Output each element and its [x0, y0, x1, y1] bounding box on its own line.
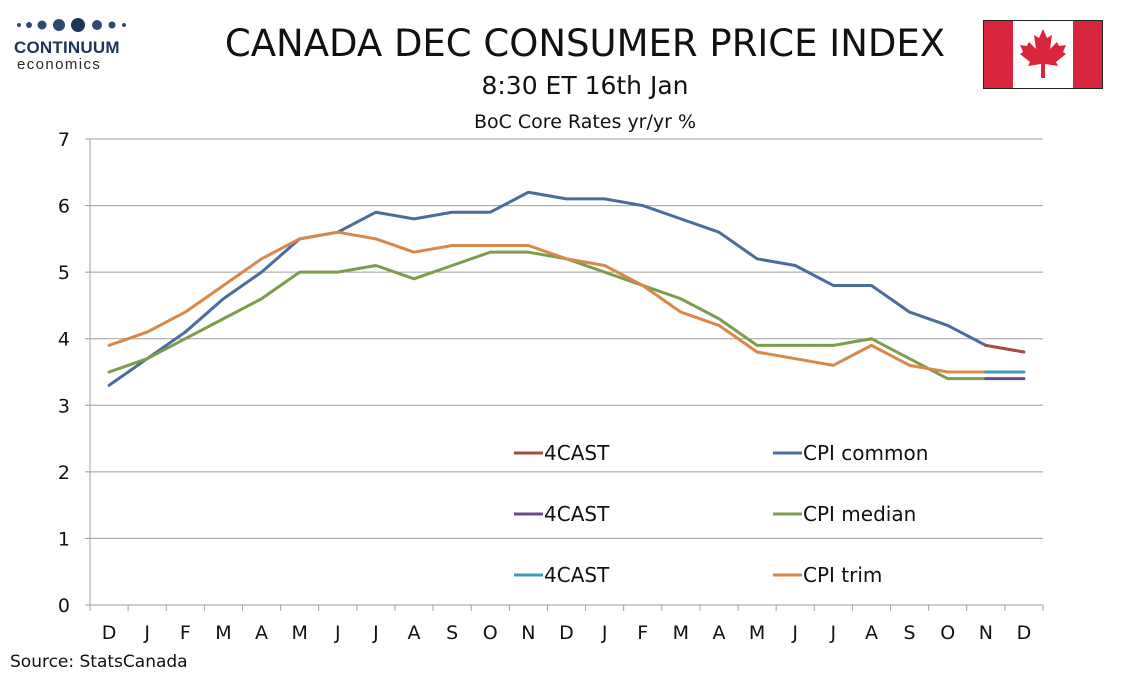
y-tick-label: 0	[58, 595, 70, 617]
logo-subtext: economics	[17, 56, 102, 73]
x-tick-label: A	[712, 622, 725, 644]
release-time: 8:30 ET 16th Jan	[481, 71, 689, 100]
source-note: Source: StatsCanada	[10, 652, 188, 672]
series-line-cpi-common-cpi-common	[107, 190, 988, 387]
x-tick-label: A	[865, 622, 878, 644]
x-tick-label: M	[215, 622, 231, 644]
legend-label: CPI common	[803, 441, 928, 465]
y-axis-tick-labels: 0 1 2 3 4 5 6 7	[58, 129, 70, 617]
series-line-cpi-median-cpi-median	[107, 250, 988, 381]
legend-label: 4CAST	[544, 502, 610, 526]
series-lines	[107, 190, 1026, 387]
x-tick-label: J	[601, 622, 608, 644]
x-tick-label: J	[830, 622, 837, 644]
legend-label: CPI median	[803, 502, 916, 526]
x-tick-label: J	[334, 622, 341, 644]
logo-wordmark: CONTINUUM	[14, 38, 120, 57]
y-tick-label: 5	[58, 262, 70, 284]
legend-label: 4CAST	[544, 441, 610, 465]
legend-label: 4CAST	[544, 563, 610, 587]
x-tick-label: D	[1017, 622, 1032, 644]
x-tick-label: A	[408, 622, 421, 644]
y-tick-label: 2	[58, 462, 70, 484]
logo-dots-icon	[17, 18, 126, 32]
continuum-logo: CONTINUUM economics	[10, 14, 135, 74]
y-tick-label: 1	[58, 528, 70, 550]
chart-title: BoC Core Rates yr/yr %	[473, 111, 697, 133]
y-tick-label: 4	[58, 329, 70, 351]
y-tick-label: 7	[58, 129, 70, 151]
legend-label: CPI trim	[803, 563, 882, 587]
x-tick-label: N	[979, 622, 993, 644]
page-title: CANADA DEC CONSUMER PRICE INDEX	[224, 22, 946, 65]
canada-flag-icon	[983, 20, 1103, 89]
x-tick-label: O	[483, 622, 498, 644]
y-tick-label: 6	[58, 196, 70, 218]
chart-legend: 4CAST CPI common 4CAST CPI median 4CAST CPI t…	[514, 441, 928, 587]
x-tick-label: S	[904, 622, 916, 644]
x-tick-label: D	[102, 622, 117, 644]
axes	[85, 138, 1044, 611]
x-tick-label: S	[446, 622, 458, 644]
x-tick-label: M	[291, 622, 307, 644]
x-tick-label: J	[372, 622, 379, 644]
gridlines	[90, 138, 1043, 539]
series-line-cpi-trim-cpi-trim	[107, 230, 988, 374]
x-tick-label: O	[940, 622, 955, 644]
x-tick-label: A	[255, 622, 268, 644]
x-tick-label: J	[791, 622, 798, 644]
x-tick-label: N	[521, 622, 535, 644]
x-tick-label: M	[673, 622, 689, 644]
x-tick-label: F	[637, 622, 648, 644]
x-tick-label: F	[180, 622, 191, 644]
series-line-4cast-fc-common	[984, 343, 1026, 354]
x-tick-label: D	[559, 622, 574, 644]
x-tick-label: J	[143, 622, 150, 644]
x-tick-label: M	[749, 622, 765, 644]
y-tick-label: 3	[58, 395, 70, 417]
